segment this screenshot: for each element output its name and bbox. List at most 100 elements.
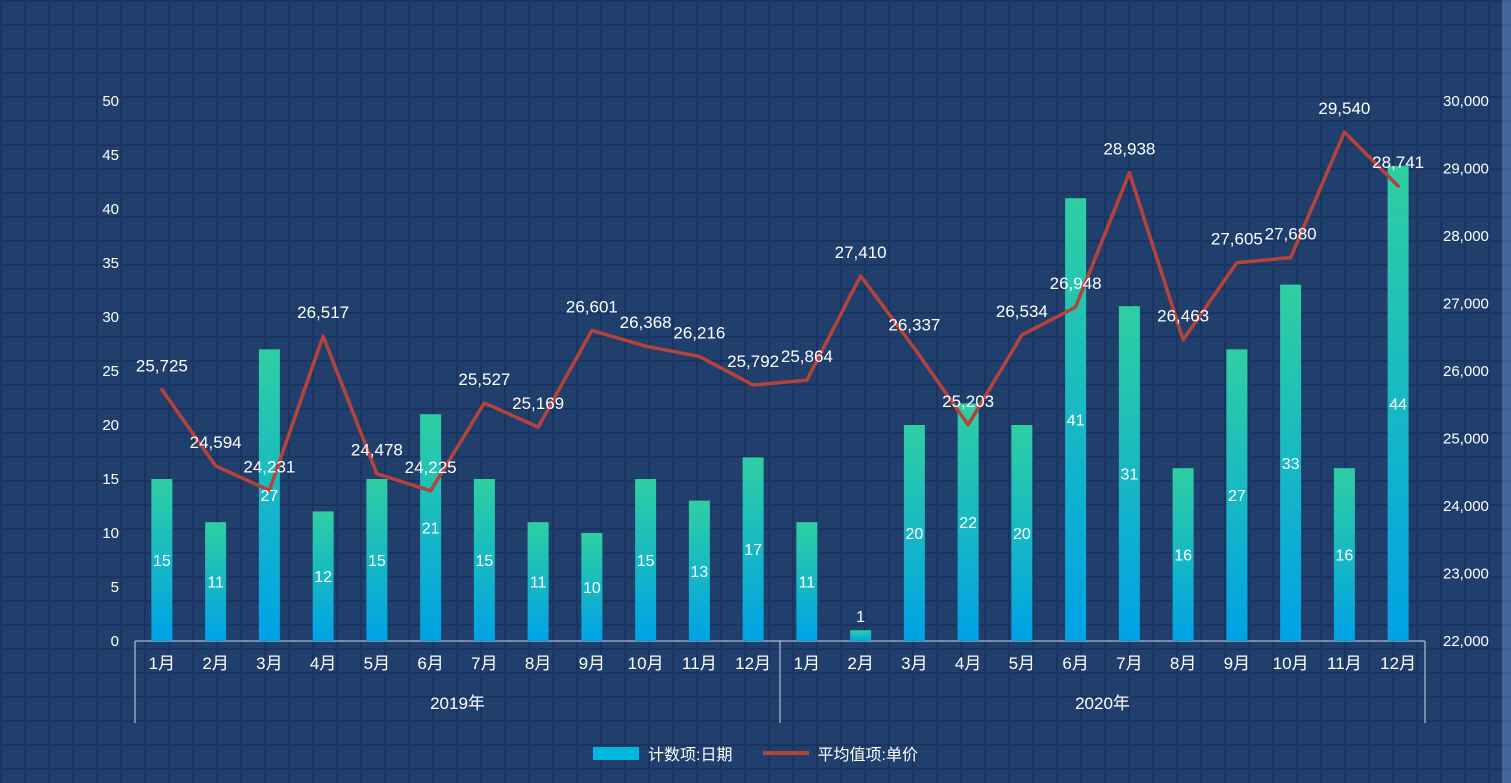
bar-value-label: 22 bbox=[959, 515, 977, 532]
bar-value-label: 44 bbox=[1389, 396, 1407, 413]
line-value-label: 26,463 bbox=[1157, 307, 1209, 326]
legend-line-label: 平均值项:单价 bbox=[817, 747, 918, 764]
right-axis-tick-label: 25,000 bbox=[1443, 431, 1489, 448]
left-axis-tick-label: 15 bbox=[102, 471, 119, 488]
bar bbox=[796, 522, 818, 641]
line-value-label: 26,368 bbox=[620, 313, 672, 332]
bar bbox=[903, 425, 925, 641]
bar-value-label: 11 bbox=[799, 575, 816, 592]
right-axis-tick-label: 28,000 bbox=[1443, 228, 1489, 245]
line-value-label: 24,231 bbox=[243, 457, 295, 476]
bar-value-label: 20 bbox=[905, 526, 923, 543]
bar bbox=[258, 349, 280, 641]
month-label: 2月 bbox=[847, 654, 873, 673]
bar-value-label: 12 bbox=[314, 569, 332, 586]
bar-value-label: 13 bbox=[690, 564, 708, 581]
bar bbox=[957, 403, 979, 641]
right-edge-highlight bbox=[1502, 0, 1511, 783]
right-axis-tick-label: 26,000 bbox=[1443, 363, 1489, 380]
bar bbox=[581, 533, 603, 641]
bar bbox=[1226, 349, 1248, 641]
bar-value-label: 15 bbox=[475, 553, 493, 570]
left-axis-tick-label: 50 bbox=[102, 93, 119, 110]
line-value-label: 25,725 bbox=[136, 357, 188, 376]
bar bbox=[420, 414, 442, 641]
line-value-label: 24,594 bbox=[190, 433, 242, 452]
year-label: 2020年 bbox=[1075, 694, 1130, 713]
line-value-label: 25,527 bbox=[458, 370, 510, 389]
month-label: 8月 bbox=[525, 654, 551, 673]
line-value-label: 26,337 bbox=[888, 315, 940, 334]
bar-value-label: 33 bbox=[1282, 456, 1300, 473]
line-value-label: 25,203 bbox=[942, 392, 994, 411]
line-series bbox=[160, 130, 1400, 493]
line-value-label: 29,540 bbox=[1318, 99, 1370, 118]
bar-value-label: 1 bbox=[856, 609, 865, 626]
month-label: 10月 bbox=[1273, 654, 1309, 673]
line-value-label: 26,517 bbox=[297, 303, 349, 322]
legend-bar-swatch bbox=[593, 746, 640, 760]
bar-value-label: 10 bbox=[583, 580, 601, 597]
month-label: 5月 bbox=[1009, 654, 1035, 673]
month-label: 10月 bbox=[628, 654, 664, 673]
bar bbox=[366, 479, 388, 641]
month-label: 9月 bbox=[1224, 654, 1250, 673]
month-label: 4月 bbox=[955, 654, 981, 673]
left-axis-tick-label: 10 bbox=[102, 525, 119, 542]
right-axis-tick-label: 30,000 bbox=[1443, 93, 1489, 110]
line-value-label: 26,948 bbox=[1050, 274, 1102, 293]
line-value-label: 25,864 bbox=[781, 347, 833, 366]
month-label: 12月 bbox=[735, 654, 771, 673]
month-label: 7月 bbox=[1116, 654, 1142, 673]
bar bbox=[527, 522, 549, 641]
left-axis-tick-label: 0 bbox=[111, 633, 119, 650]
line-value-label: 28,741 bbox=[1372, 153, 1424, 172]
bar bbox=[1280, 284, 1302, 641]
bar-value-label: 16 bbox=[1335, 548, 1353, 565]
left-axis-tick-label: 45 bbox=[102, 147, 119, 164]
bar bbox=[1333, 468, 1355, 641]
month-label: 9月 bbox=[579, 654, 605, 673]
bar bbox=[205, 522, 227, 641]
bar bbox=[850, 630, 872, 641]
month-label: 2月 bbox=[202, 654, 228, 673]
bar bbox=[688, 500, 710, 641]
legend-line-marker bbox=[762, 751, 809, 755]
month-label: 3月 bbox=[256, 654, 282, 673]
bar-value-label: 20 bbox=[1013, 526, 1031, 543]
month-label: 12月 bbox=[1380, 654, 1416, 673]
legend-item-line: 平均值项:单价 bbox=[762, 741, 918, 765]
line-value-label: 28,938 bbox=[1103, 140, 1155, 159]
line-value-label: 24,225 bbox=[405, 458, 457, 477]
left-axis-tick-label: 5 bbox=[111, 579, 119, 596]
month-label: 6月 bbox=[417, 654, 443, 673]
bar bbox=[635, 479, 657, 641]
left-axis-tick-label: 35 bbox=[102, 255, 119, 272]
bar-value-label: 31 bbox=[1120, 467, 1138, 484]
bar-value-label: 21 bbox=[422, 521, 440, 538]
line-value-label: 27,680 bbox=[1265, 225, 1317, 244]
year-label: 2019年 bbox=[430, 694, 485, 713]
right-axis-tick-label: 24,000 bbox=[1443, 498, 1489, 515]
left-axis-tick-label: 30 bbox=[102, 309, 119, 326]
bar bbox=[1118, 306, 1140, 641]
legend-item-bar: 计数项:日期 bbox=[593, 741, 733, 765]
month-label: 6月 bbox=[1062, 654, 1088, 673]
line-value-label: 25,792 bbox=[727, 352, 779, 371]
line-value-label: 26,601 bbox=[566, 297, 618, 316]
month-label: 3月 bbox=[901, 654, 927, 673]
legend-bar-label: 计数项:日期 bbox=[648, 747, 733, 764]
left-axis-tick-label: 20 bbox=[102, 417, 119, 434]
month-label: 1月 bbox=[149, 654, 175, 673]
month-label: 8月 bbox=[1170, 654, 1196, 673]
right-axis-tick-label: 27,000 bbox=[1443, 296, 1489, 313]
bar bbox=[151, 479, 173, 641]
month-label: 1月 bbox=[794, 654, 820, 673]
bar-value-label: 15 bbox=[153, 553, 171, 570]
bar bbox=[1172, 468, 1194, 641]
bar bbox=[1011, 425, 1033, 641]
line-value-label: 26,216 bbox=[673, 323, 725, 342]
bar bbox=[742, 457, 764, 641]
